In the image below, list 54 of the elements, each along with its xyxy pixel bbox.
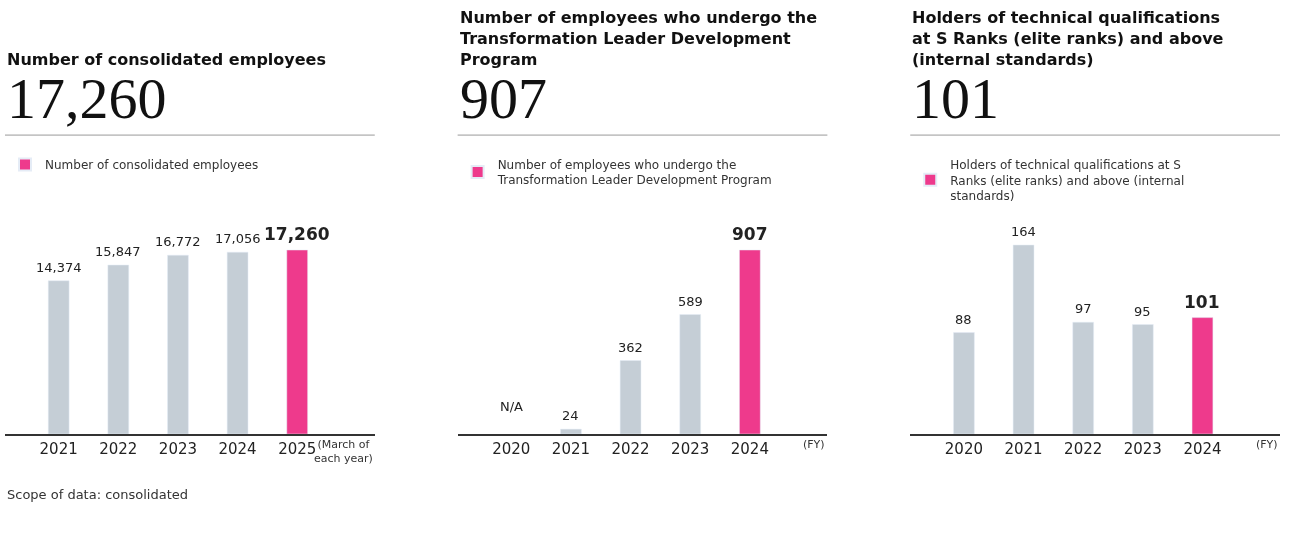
data-label: 14,374 [36,260,82,275]
text: N/A [500,399,523,414]
text: (FY) [803,438,825,451]
data-label: 95 [1134,304,1151,319]
bar [286,249,308,434]
data-label: 907 [732,224,768,244]
x-tick-label: 2021 [1004,439,1043,458]
chart-title: Number of employees who undergo the Transformation Leader Development Program [460,8,818,69]
data-label: 16,772 [155,234,201,249]
bar [739,249,761,434]
chart-subtitle: 17,260 [7,66,167,131]
data-label: 97 [1075,301,1092,316]
data-label: 88 [955,312,972,327]
bar [1191,317,1214,434]
data-label: 24 [562,408,579,423]
x-tick-label: 2023 [1123,439,1162,458]
data-label: 15,847 [95,244,141,259]
x-tick-label: 2020 [492,439,531,458]
bar [47,280,70,434]
chart-title: Holders of technical qualifications at S Ranks (elite ranks) and above (internal standards) [912,8,1224,69]
bar [107,264,129,434]
bar [1132,324,1154,434]
bar [167,254,189,434]
bar [679,314,701,434]
x-tick-label: 2024 [218,439,257,458]
text: (March of each year) [314,438,373,466]
x-tick-label: 2024 [730,439,769,458]
bar [619,360,642,434]
x-tick-label: 2023 [671,439,710,458]
chart-title: Number of consolidated employees [7,50,326,69]
bar [953,332,975,434]
x-tick-label: 2022 [611,439,650,458]
text: Scope of data: consolidated [7,487,189,502]
bar [1012,244,1035,434]
text: (FY) [1256,438,1278,451]
data-label: 362 [618,340,643,355]
x-tick-label: 2024 [1183,439,1222,458]
data-label: 17,260 [264,224,330,244]
legend-label: Number of employees who undergo the Transformation Leader Development Program [496,157,772,188]
bar [560,428,582,434]
bar [226,251,249,434]
x-tick-label: 2021 [39,439,78,458]
data-label: 17,056 [215,231,261,246]
legend-label: Holders of technical qualifications at S Ranks (elite ranks) and above (internal standards) [950,157,1185,204]
x-tick-label: 2021 [551,439,591,458]
x-tick-label: 2023 [158,439,198,458]
bar [1072,321,1094,434]
data-label: 164 [1011,224,1036,239]
x-tick-label: 2020 [944,439,984,458]
x-tick-label: 2022 [1064,439,1103,458]
data-label: 589 [678,294,703,309]
data-label: 101 [1184,292,1220,312]
legend-label: Number of consolidated employees [45,158,259,173]
x-tick-label: 2022 [99,439,138,458]
